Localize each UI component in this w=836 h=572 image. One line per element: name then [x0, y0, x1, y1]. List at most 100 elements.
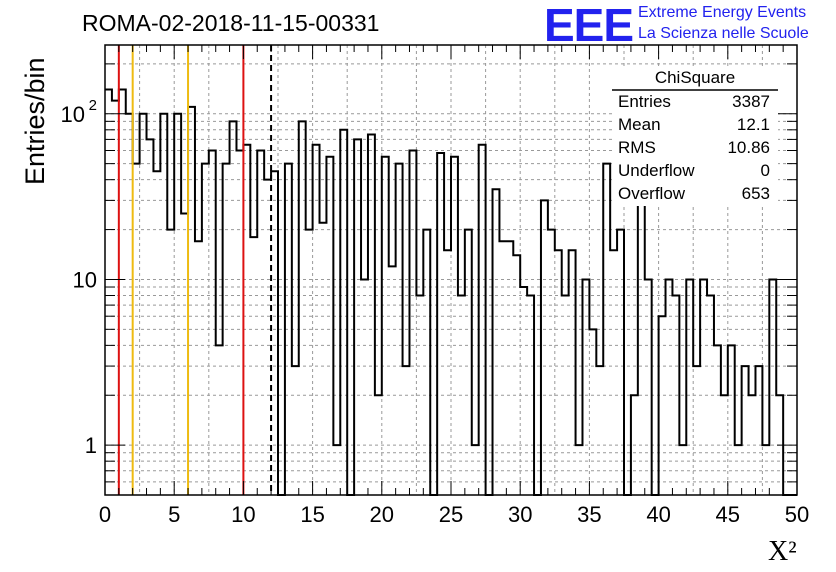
histogram-bin: [257, 151, 264, 495]
stats-box: [612, 66, 778, 206]
x-tick-label: 0: [99, 502, 111, 527]
x-tick-label: 10: [231, 502, 255, 527]
histogram-bin: [243, 145, 250, 495]
eee-logo: EEE: [544, 0, 634, 51]
stats-row: Mean 12.1: [618, 115, 770, 137]
histogram-bin: [153, 171, 160, 495]
y-tick-label: 10: [73, 267, 97, 292]
histogram-bin: [714, 345, 721, 495]
histogram-bin: [596, 366, 603, 495]
logo-line-2: La Scienza nelle Scuole: [638, 25, 809, 42]
histogram-bin: [167, 230, 174, 495]
histogram-bin: [582, 279, 589, 495]
stats-key: Mean: [618, 115, 661, 134]
histogram-bin: [160, 114, 167, 495]
y-tick-label: 10: [61, 102, 85, 127]
histogram-bin: [479, 145, 486, 495]
x-tick-label: 30: [508, 502, 532, 527]
y-axis-label: Entries/bin: [20, 57, 50, 185]
histogram-bin: [700, 279, 707, 495]
histogram-bin: [264, 180, 271, 495]
y-tick-exponent: 2: [89, 97, 97, 114]
histogram-bin: [313, 145, 320, 495]
x-tick-label: 40: [646, 502, 670, 527]
x-tick-label: 15: [300, 502, 324, 527]
histogram-bin: [126, 114, 133, 495]
histogram-series: [105, 88, 797, 496]
histogram-bin: [589, 329, 596, 495]
histogram-bin: [645, 279, 652, 495]
reference-lines: [117, 45, 273, 495]
histogram-bin: [188, 107, 195, 495]
histogram-bin: [209, 151, 216, 495]
histogram-bin: [493, 189, 500, 495]
histogram-bin: [617, 230, 624, 495]
histogram-bin: [548, 230, 555, 495]
x-tick-label: 5: [168, 502, 180, 527]
stats-row: RMS 10.86: [618, 138, 770, 160]
histogram-bin: [769, 279, 776, 495]
x-tick-label: 20: [370, 502, 394, 527]
histogram-bin: [292, 366, 299, 495]
histogram-bin: [686, 279, 693, 495]
histogram-bin: [271, 171, 278, 495]
x-tick-label: 45: [716, 502, 740, 527]
histogram-bin: [728, 345, 735, 495]
stats-row: Overflow 653: [618, 184, 770, 206]
histogram-bin: [638, 189, 645, 495]
stats-key: Overflow: [618, 184, 686, 203]
x-tick-label: 50: [785, 502, 809, 527]
histogram-bin: [513, 255, 520, 495]
histogram-bin: [423, 230, 430, 495]
stats-value: 10.86: [727, 138, 770, 157]
histogram-bin: [451, 157, 458, 495]
histogram-bin: [174, 114, 181, 495]
histogram-bin: [140, 114, 147, 495]
histogram-bin: [755, 366, 762, 495]
histogram-bin: [659, 316, 666, 495]
histogram-bin: [666, 279, 673, 495]
histogram-bin: [520, 287, 527, 495]
histogram-bin: [382, 157, 389, 495]
stats-value: 0: [760, 161, 770, 180]
histogram-bin: [320, 223, 327, 495]
histogram-bin: [112, 101, 119, 495]
chart-title: ROMA-02-2018-11-15-00331: [82, 10, 380, 36]
histogram-bin: [147, 139, 154, 495]
histogram-outline: [105, 88, 797, 496]
histogram-bin: [742, 366, 749, 495]
stats-key: Entries: [618, 92, 671, 111]
stats-value: 3387: [732, 92, 770, 111]
histogram-bin: [306, 230, 313, 495]
stats-key: Underflow: [618, 161, 695, 180]
histogram-bin: [236, 151, 243, 495]
histogram-bin: [541, 200, 548, 495]
histogram-bin: [216, 345, 223, 495]
histogram-bin: [465, 230, 472, 495]
histogram-bin: [340, 130, 347, 495]
histogram-bin: [437, 153, 444, 495]
stats-title: ChiSquare: [654, 68, 736, 87]
histogram-bin: [326, 157, 333, 495]
x-tick-label: 25: [439, 502, 463, 527]
histogram-bin: [368, 134, 375, 495]
stats-value: 12.1: [736, 115, 770, 134]
stats-value: 653: [741, 184, 770, 203]
histogram-bin: [354, 139, 361, 495]
y-tick-label: 1: [85, 433, 97, 458]
stats-row: Entries 3387: [618, 92, 770, 114]
logo-line-1: Extreme Energy Events: [638, 4, 807, 21]
histogram-bin: [230, 121, 237, 495]
x-tick-label: 35: [577, 502, 601, 527]
stats-key: RMS: [618, 138, 656, 157]
histogram-bin: [409, 151, 416, 495]
x-axis-label: X²: [768, 536, 797, 567]
stats-row: Underflow 0: [618, 161, 770, 183]
histogram-bin: [403, 366, 410, 495]
grid: [105, 45, 797, 495]
histogram-bin: [299, 121, 306, 495]
histogram-bin: [361, 279, 368, 495]
histogram-bin: [693, 366, 700, 495]
